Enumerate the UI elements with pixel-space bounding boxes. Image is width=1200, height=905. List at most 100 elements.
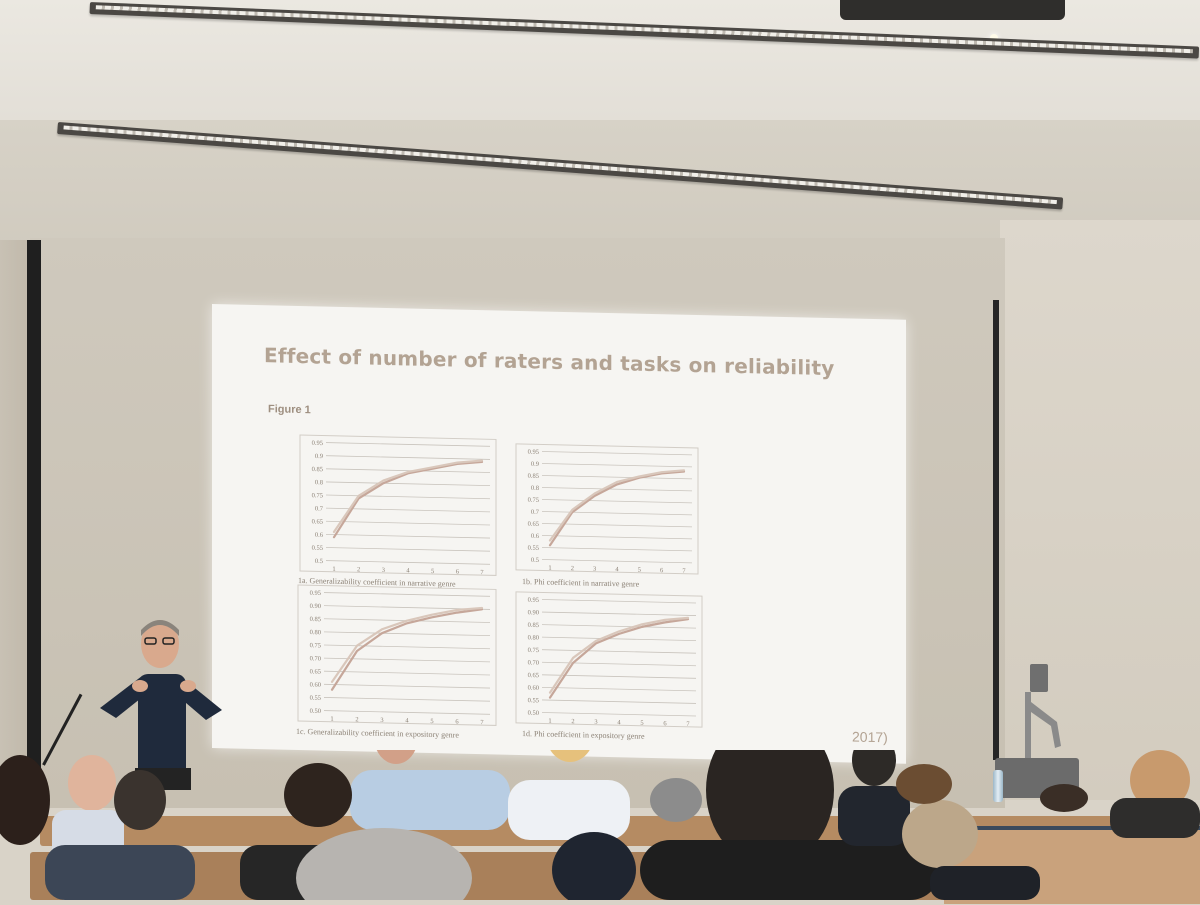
y-tick-label: 0.60 — [310, 681, 321, 688]
gridline — [542, 686, 696, 692]
x-tick-label: 3 — [594, 719, 597, 726]
x-tick-label: 3 — [382, 567, 385, 574]
presentation-slide: Effect of number of raters and tasks on … — [212, 304, 906, 764]
chart-1b: 0.95 0.9 0.85 0.8 0.75 0.7 0.65 0.6 0.55 0.5 1 2 3 4 5… — [515, 443, 699, 575]
x-tick-label: 2 — [355, 716, 358, 723]
series-line — [548, 618, 690, 699]
x-tick-label: 5 — [431, 568, 434, 575]
gridline — [542, 475, 692, 480]
gridline — [542, 487, 692, 492]
y-tick-label: 0.70 — [310, 655, 321, 662]
gridline — [542, 611, 696, 616]
gridline — [326, 533, 490, 539]
y-tick-label: 0.5 — [531, 557, 539, 564]
x-tick-label: 6 — [456, 569, 460, 576]
gridline — [542, 624, 696, 629]
gridline — [324, 644, 490, 650]
x-tick-label: 4 — [617, 719, 621, 726]
series-line — [330, 606, 484, 683]
gridline — [542, 535, 692, 540]
y-tick-label: 0.70 — [528, 659, 539, 666]
y-tick-label: 0.50 — [528, 710, 539, 717]
gridline — [324, 631, 490, 637]
y-tick-label: 0.85 — [312, 466, 323, 473]
water-bottle — [993, 770, 1003, 802]
y-tick-label: 0.50 — [310, 708, 321, 715]
x-tick-label: 3 — [380, 717, 383, 724]
y-tick-label: 0.80 — [310, 629, 321, 636]
gridline — [542, 559, 692, 564]
gridline — [324, 670, 490, 676]
audience — [0, 706, 1200, 905]
y-tick-label: 0.5 — [315, 558, 323, 565]
x-tick-label: 1 — [330, 716, 333, 723]
x-tick-label: 2 — [571, 565, 574, 572]
y-tick-label: 0.55 — [528, 545, 539, 552]
y-tick-label: 0.75 — [528, 497, 539, 504]
ceiling-projector — [840, 0, 1065, 20]
y-tick-label: 0.95 — [528, 449, 539, 456]
x-tick-label: 6 — [660, 567, 664, 574]
slide-citation: 2017) — [852, 728, 888, 746]
gridline — [326, 520, 490, 526]
x-tick-label: 2 — [571, 718, 574, 725]
gridline — [326, 494, 490, 500]
gridline — [326, 547, 490, 552]
x-tick-label: 1 — [548, 565, 551, 572]
screen-frame-right — [993, 300, 999, 760]
chart-1a: 0.95 0.9 0.85 0.8 0.75 0.7 0.65 0.6 0.55 0.5 1 2 3 4 5… — [299, 434, 497, 576]
y-tick-label: 0.65 — [528, 521, 539, 528]
chart-frame — [299, 434, 497, 576]
y-tick-label: 0.6 — [315, 532, 324, 539]
chart-1d: 0.95 0.90 0.85 0.80 0.75 0.70 0.65 0.60 0.55 0.50… — [515, 591, 703, 728]
slide-title: Effect of number of raters and tasks on … — [264, 343, 835, 381]
y-tick-label: 0.65 — [312, 518, 323, 525]
series-line — [332, 460, 484, 539]
y-tick-label: 0.75 — [528, 647, 539, 654]
x-tick-label: 7 — [480, 719, 484, 726]
x-tick-label: 1 — [332, 566, 335, 573]
y-tick-label: 0.95 — [312, 440, 323, 447]
y-tick-label: 0.8 — [315, 479, 323, 486]
gridline — [542, 499, 692, 504]
y-tick-label: 0.80 — [528, 634, 539, 641]
y-tick-label: 0.7 — [315, 505, 324, 512]
gridline — [324, 697, 490, 702]
chart-panel-1d: 0.95 0.90 0.85 0.80 0.75 0.70 0.65 0.60 0.55 0.50… — [514, 591, 704, 741]
series-line — [548, 616, 690, 694]
y-tick-label: 0.85 — [310, 616, 321, 623]
x-tick-label: 5 — [430, 718, 433, 725]
series-line — [548, 469, 686, 542]
y-tick-label: 0.55 — [528, 697, 539, 704]
chart-panel-1c: 0.95 0.90 0.85 0.80 0.75 0.70 0.65 0.60 0.55 0.50… — [296, 584, 498, 740]
gridline — [326, 560, 490, 565]
y-tick-label: 0.55 — [312, 545, 323, 552]
y-tick-label: 0.95 — [528, 597, 539, 604]
y-tick-label: 0.60 — [528, 685, 539, 692]
y-tick-label: 0.85 — [528, 473, 539, 480]
chart-panel-1a: 0.95 0.9 0.85 0.8 0.75 0.7 0.65 0.6 0.55 0.5 1 2 3 4 5… — [298, 434, 498, 589]
x-tick-label: 2 — [357, 566, 360, 573]
gridline — [542, 636, 696, 642]
gridline — [542, 451, 692, 456]
series-line — [330, 608, 484, 691]
gridline — [542, 547, 692, 552]
gridline — [326, 481, 490, 487]
gridline — [324, 710, 490, 715]
chart-frame — [297, 584, 497, 726]
x-tick-label: 5 — [640, 720, 643, 727]
gridline — [542, 661, 696, 667]
y-tick-label: 0.9 — [315, 453, 323, 460]
gridline — [542, 523, 692, 528]
gridline — [326, 455, 490, 460]
right-wall — [1000, 220, 1200, 800]
y-tick-label: 0.65 — [310, 668, 321, 675]
gridline — [324, 592, 490, 597]
x-tick-label: 4 — [615, 566, 619, 573]
y-tick-label: 0.55 — [310, 695, 321, 702]
gridline — [324, 683, 490, 689]
chart-panel-1b: 0.95 0.9 0.85 0.8 0.75 0.7 0.65 0.6 0.55 0.5 1 2 3 4 5… — [514, 443, 700, 589]
x-tick-label: 6 — [663, 720, 667, 727]
series-line — [548, 470, 686, 547]
